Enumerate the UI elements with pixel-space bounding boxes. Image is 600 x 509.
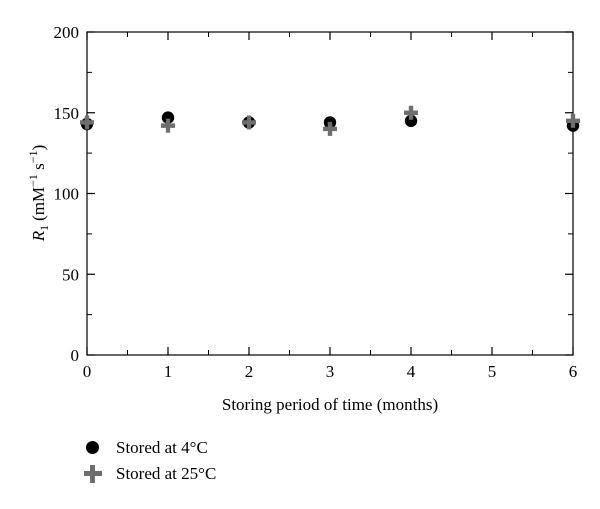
data-point-25c bbox=[404, 105, 418, 120]
y-tick-label: 200 bbox=[54, 23, 80, 42]
x-tick-label: 0 bbox=[83, 362, 92, 381]
scatter-chart: 0 50 100 150 200 0 1 2 3 4 5 6 Storing period of t… bbox=[26, 23, 580, 414]
x-tick-label: 4 bbox=[407, 362, 416, 381]
data-point-4c bbox=[161, 111, 175, 124]
y-axis-title-units-close: ) bbox=[29, 145, 48, 151]
y-axis-title-main: R bbox=[29, 230, 48, 242]
x-tick-label: 6 bbox=[569, 362, 578, 381]
y-tick-label: 0 bbox=[71, 346, 80, 365]
y-axis-title-subscript: 1 bbox=[37, 225, 51, 231]
x-tick-label: 3 bbox=[326, 362, 335, 381]
x-axis-ticks: 0 1 2 3 4 5 6 bbox=[83, 32, 578, 381]
data-point-4c bbox=[404, 114, 418, 128]
x-tick-label: 5 bbox=[488, 362, 497, 381]
legend: Stored at 4°C Stored at 25°C bbox=[84, 436, 216, 488]
data-point-25c bbox=[323, 121, 337, 136]
y-axis-title: R1(mM−1 s−1) bbox=[26, 145, 51, 243]
legend-label-4c: Stored at 4°C bbox=[116, 438, 208, 457]
data-points bbox=[80, 105, 580, 136]
y-axis-title-units-s: s bbox=[29, 163, 48, 174]
y-tick-label: 100 bbox=[54, 185, 80, 204]
legend-item-4c: Stored at 4°C bbox=[84, 436, 216, 460]
x-tick-label: 1 bbox=[164, 362, 173, 381]
y-tick-label: 150 bbox=[54, 104, 80, 123]
y-axis-title-units-open: (mM bbox=[29, 187, 48, 221]
y-axis-title-units-sup1: −1 bbox=[26, 174, 40, 187]
legend-label-25c: Stored at 25°C bbox=[116, 464, 217, 483]
plot-frame bbox=[86, 31, 574, 356]
circle-marker-icon bbox=[84, 439, 102, 457]
data-point-25c bbox=[161, 118, 175, 133]
y-tick-label: 50 bbox=[62, 265, 79, 284]
y-axis-title-units-sup2: −1 bbox=[26, 150, 40, 163]
data-point-25c bbox=[566, 113, 580, 128]
x-tick-label: 2 bbox=[245, 362, 254, 381]
legend-item-25c: Stored at 25°C bbox=[84, 462, 216, 486]
x-axis-title: Storing period of time (months) bbox=[222, 395, 438, 414]
data-point-25c bbox=[80, 115, 94, 130]
plus-marker-icon bbox=[84, 465, 102, 483]
data-point-25c bbox=[242, 115, 256, 130]
y-axis-ticks: 0 50 100 150 200 bbox=[54, 23, 573, 365]
